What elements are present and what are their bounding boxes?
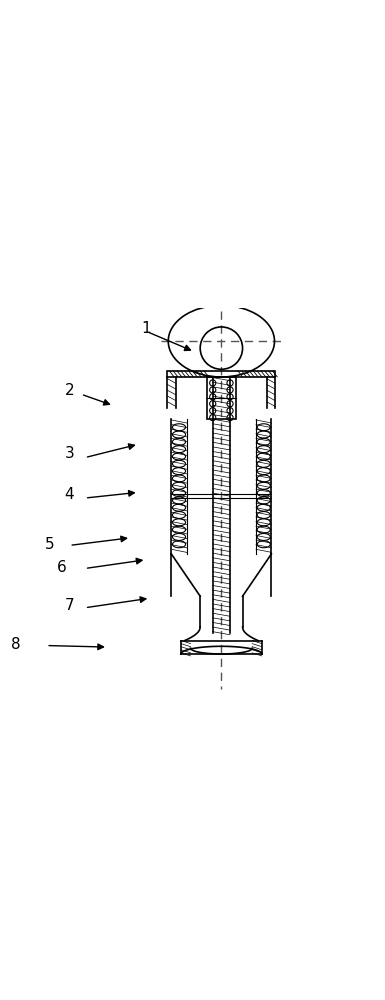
Text: 5: 5 xyxy=(45,537,55,552)
Text: 1: 1 xyxy=(142,321,151,336)
Text: 2: 2 xyxy=(64,383,74,398)
Text: 6: 6 xyxy=(57,560,67,575)
Text: 3: 3 xyxy=(64,446,74,461)
Text: 8: 8 xyxy=(11,637,20,652)
Text: 4: 4 xyxy=(64,487,74,502)
Text: 7: 7 xyxy=(64,598,74,613)
